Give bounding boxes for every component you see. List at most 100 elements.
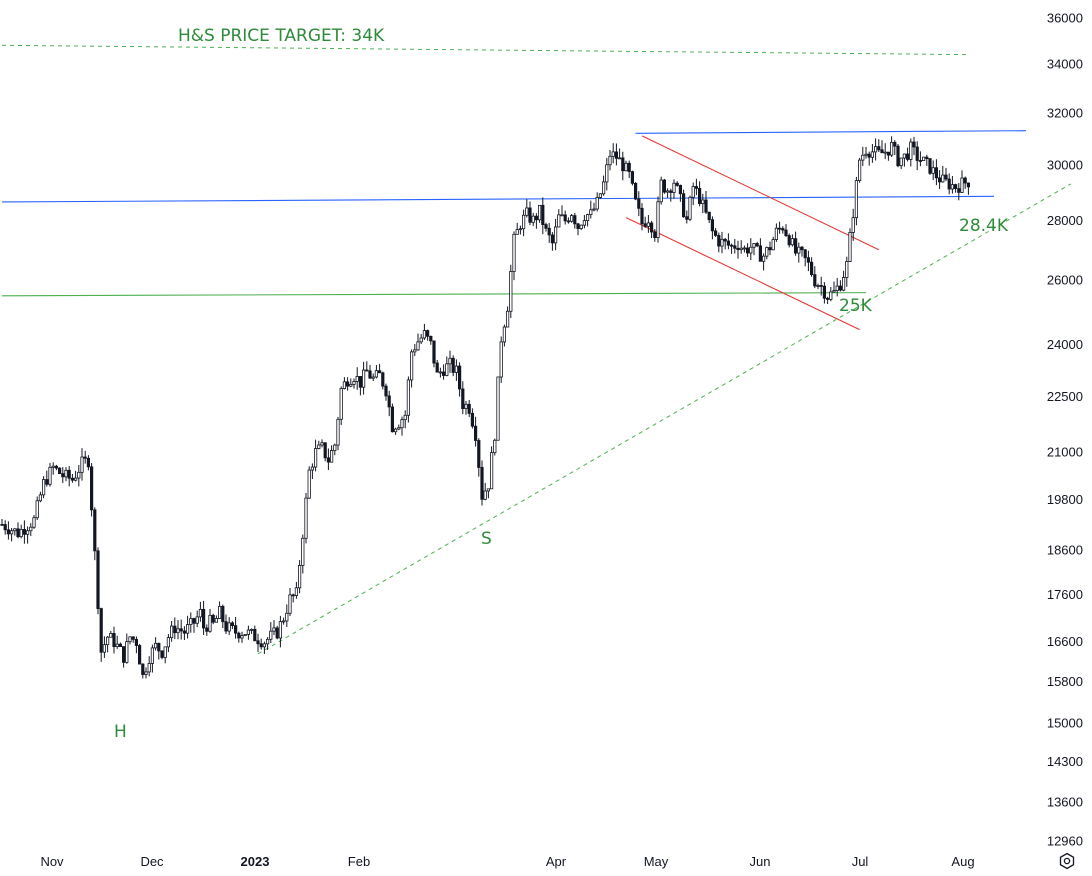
candle	[544, 222, 548, 232]
candle	[349, 378, 353, 388]
candle-body	[93, 509, 97, 552]
candle-body	[874, 146, 878, 153]
candle	[483, 482, 487, 501]
candle-body	[288, 594, 292, 614]
candle	[669, 188, 673, 202]
candle	[557, 209, 561, 228]
channel-upper-line	[641, 135, 880, 251]
chart-settings-button[interactable]	[1056, 850, 1078, 872]
candle-body	[179, 628, 183, 632]
candle	[169, 620, 174, 642]
candle-body	[944, 174, 948, 180]
candle-body	[778, 227, 782, 230]
candle-body	[733, 245, 737, 249]
candle-body	[576, 223, 580, 229]
candle-body	[669, 190, 673, 193]
candle	[512, 231, 516, 281]
candle-body	[704, 199, 708, 213]
candle-body	[77, 471, 81, 479]
candle	[294, 581, 299, 599]
candle	[627, 160, 631, 178]
candle-body	[736, 247, 740, 251]
candle-body	[650, 222, 654, 233]
y-tick-label: 22500	[1047, 389, 1083, 404]
candle	[61, 467, 65, 484]
candle-body	[602, 181, 606, 195]
candle-body	[941, 174, 945, 183]
candle-body	[58, 467, 62, 475]
candle-body	[691, 186, 695, 198]
x-tick-label: Dec	[140, 854, 164, 869]
candle-body	[441, 371, 446, 376]
candle	[288, 588, 292, 616]
candle-body	[867, 153, 871, 158]
candle	[195, 610, 199, 628]
candle	[301, 534, 305, 574]
candle-body	[819, 285, 823, 287]
candle	[275, 625, 279, 640]
candle	[643, 216, 647, 228]
candle	[240, 631, 244, 643]
candle-body	[3, 524, 7, 531]
candle	[867, 151, 871, 166]
candle-body	[614, 151, 619, 159]
candle-body	[854, 180, 859, 219]
candle-body	[739, 247, 743, 251]
candle	[457, 362, 462, 397]
candle-body	[467, 403, 471, 414]
candle-body	[246, 629, 250, 635]
x-tick-label: Jun	[750, 854, 771, 869]
candle	[473, 416, 478, 447]
candle-body	[150, 647, 154, 664]
candle	[297, 560, 302, 594]
candle	[842, 270, 846, 292]
candle-body	[851, 217, 855, 233]
candle-body	[83, 456, 87, 459]
candle-body	[201, 608, 206, 629]
candle-body	[496, 376, 500, 441]
candle	[714, 228, 718, 237]
candle	[918, 151, 923, 167]
candle-body	[640, 207, 644, 225]
candle	[886, 151, 891, 161]
candle-body	[515, 229, 519, 235]
candle-body	[237, 632, 241, 639]
candle-body	[310, 466, 315, 471]
candle	[96, 547, 100, 615]
candle-body	[32, 517, 36, 528]
candle	[589, 200, 593, 219]
candle	[611, 143, 615, 164]
candle-body	[813, 274, 817, 287]
candle-body	[566, 220, 571, 223]
candle	[755, 241, 759, 248]
candle-body	[768, 247, 772, 251]
candle-body	[297, 565, 302, 589]
candle	[217, 601, 222, 619]
candle-body	[960, 177, 964, 193]
candle-body	[304, 497, 308, 539]
candle	[285, 604, 289, 627]
candle	[122, 646, 126, 668]
candle-body	[291, 594, 295, 597]
candle	[829, 286, 833, 302]
candle-body	[720, 238, 724, 247]
candle-body	[342, 381, 347, 389]
candle-body	[192, 618, 196, 624]
candle-body	[928, 158, 932, 174]
candle	[944, 167, 948, 182]
candle	[413, 343, 417, 357]
candle-body	[22, 529, 27, 535]
candle	[83, 450, 87, 464]
candle	[429, 335, 433, 345]
candle	[291, 593, 295, 603]
trendline-line	[257, 183, 1072, 655]
candle	[762, 253, 766, 271]
candle-body	[208, 614, 212, 632]
candle	[672, 179, 676, 199]
candle	[816, 283, 820, 290]
candle-body	[205, 627, 209, 632]
candle	[883, 143, 887, 160]
candle	[448, 350, 452, 373]
candle-body	[169, 625, 174, 639]
